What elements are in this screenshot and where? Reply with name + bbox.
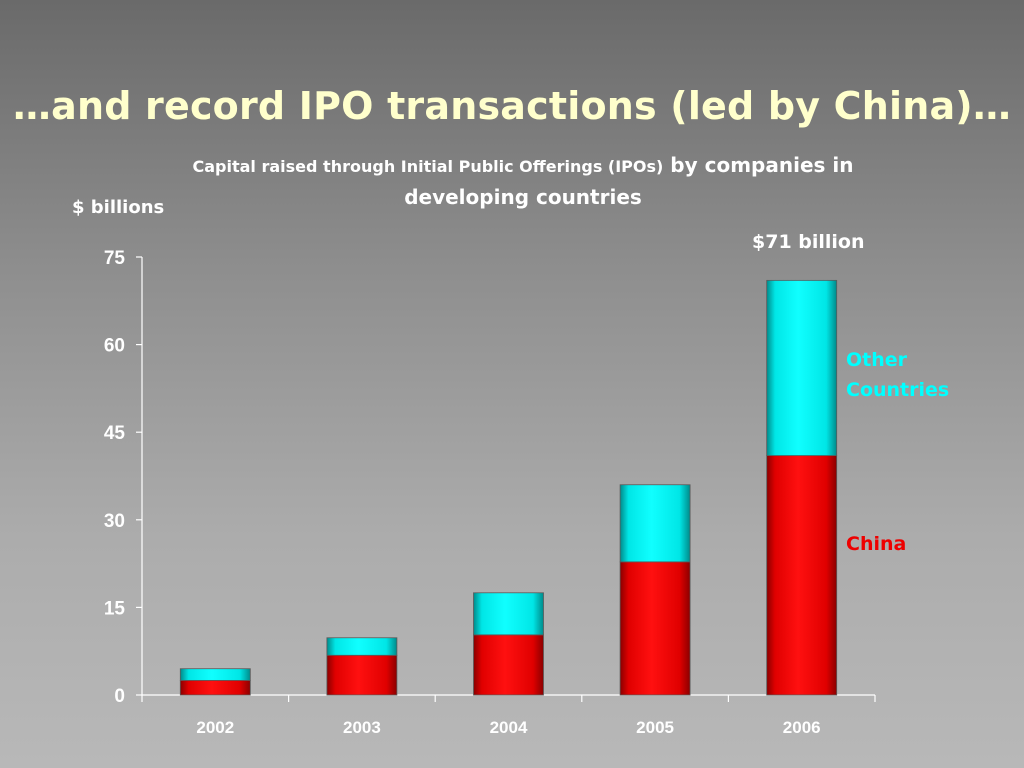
axis-labels: 0 15 30 45 60 75 2002 2003 2004 2005 2006 — [104, 248, 821, 737]
x-category-label: 2002 — [196, 718, 234, 737]
bar-segment-other — [179, 668, 251, 681]
chart-subtitle: Capital raised through Initial Public Of… — [140, 150, 906, 214]
legend-china: China — [846, 533, 907, 555]
x-category-label: 2006 — [783, 718, 821, 737]
legend-other-countries: Other Countries — [846, 345, 949, 405]
bar-segment-other — [326, 637, 398, 656]
slide-title: …and record IPO transactions (led by Chi… — [12, 84, 1012, 128]
bar-segment-china — [179, 680, 251, 696]
x-category-label: 2005 — [636, 718, 674, 737]
x-category-label: 2003 — [343, 718, 381, 737]
x-category-label: 2004 — [490, 718, 528, 737]
y-tick-label: 0 — [114, 686, 125, 707]
legend-other-line-2: Countries — [846, 379, 950, 401]
bars — [179, 279, 838, 696]
y-axis-unit-label: $ billions — [72, 197, 165, 218]
y-tick-label: 60 — [104, 336, 125, 357]
bar-segment-other — [766, 279, 838, 456]
bar-segment-other — [473, 592, 544, 636]
bar-segment-china — [766, 455, 838, 696]
y-tick-label: 30 — [104, 511, 125, 532]
bar-segment-china — [326, 654, 398, 696]
total-annotation: $71 billion — [752, 231, 865, 253]
bar-segment-other — [619, 484, 691, 563]
y-tick-label: 75 — [104, 248, 126, 269]
bar-segment-china — [619, 561, 691, 696]
subtitle-part-1: Capital raised through Initial Public Of… — [192, 157, 664, 176]
subtitle-part-2: by companies in developing countries — [404, 153, 854, 209]
y-tick-label: 15 — [104, 598, 126, 619]
y-tick-label: 45 — [104, 423, 126, 444]
bar-segment-china — [473, 634, 544, 696]
legend-other-line-1: Other — [846, 349, 908, 371]
